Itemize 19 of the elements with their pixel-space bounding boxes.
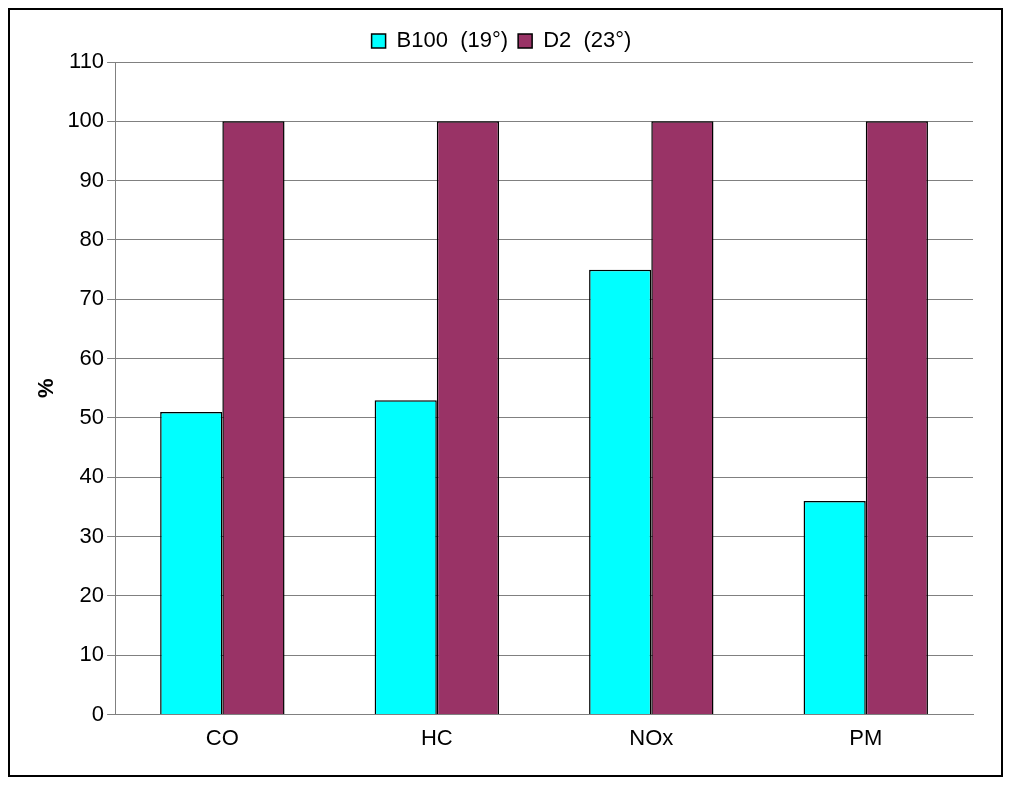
y-tick-label: 70 bbox=[79, 285, 105, 311]
x-tick-label: NOx bbox=[629, 724, 674, 750]
x-tick-label: HC bbox=[420, 724, 453, 750]
y-tick-label: 20 bbox=[79, 582, 105, 608]
y-tick-label: 110 bbox=[69, 48, 105, 74]
y-tick-label: 40 bbox=[79, 463, 105, 489]
y-tick-label: 30 bbox=[79, 522, 105, 548]
legend-label: D2 (23°) bbox=[543, 27, 632, 53]
y-tick-label: 0 bbox=[91, 700, 105, 726]
x-tick-label: CO bbox=[205, 724, 239, 750]
x-tick-label: PM bbox=[849, 724, 883, 750]
y-tick-label: 90 bbox=[79, 166, 105, 192]
y-tick-label: 10 bbox=[79, 641, 105, 667]
y-tick-label: 50 bbox=[79, 404, 105, 430]
legend-label: B100 (19°) bbox=[396, 27, 509, 53]
y-tick-label: 80 bbox=[79, 226, 105, 252]
y-tick-label: 60 bbox=[79, 344, 105, 370]
y-axis-title: % bbox=[33, 378, 59, 399]
y-tick-label: 100 bbox=[67, 107, 105, 133]
